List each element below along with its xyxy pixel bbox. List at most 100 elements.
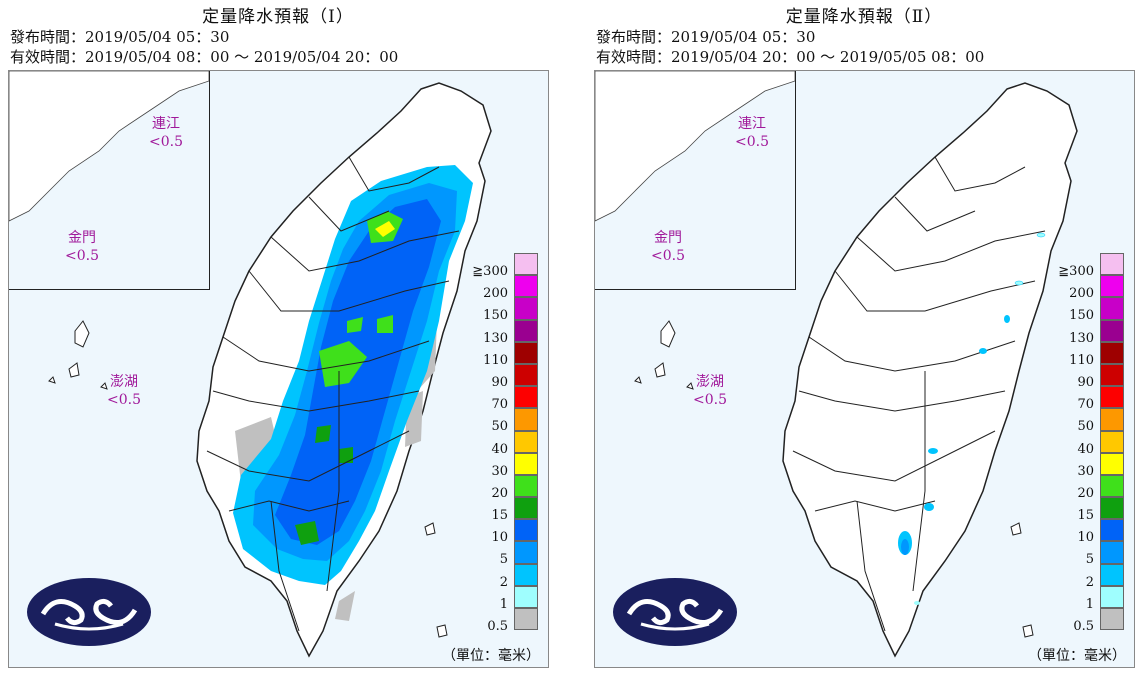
- legend-row: 15: [458, 497, 538, 523]
- legend-row: 10: [1044, 519, 1124, 545]
- legend-label: 110: [1069, 352, 1094, 368]
- legend-swatch: [514, 585, 538, 608]
- legend-label: 0.5: [487, 619, 508, 634]
- qpf-panel-1: 定量降水預報（Ⅰ） 發布時間：2019/05/04 05：30 有效時間：201…: [0, 0, 556, 682]
- county-borders: [792, 156, 1046, 632]
- legend-label: 1: [1085, 596, 1094, 612]
- legend-row: 30: [1044, 452, 1124, 479]
- lanyu-island: [1010, 522, 1022, 536]
- qpf-panel-2: 定量降水預報（Ⅱ） 發布時間：2019/05/04 05：30 有效時間：201…: [586, 0, 1142, 682]
- legend-row: 0.5: [1044, 608, 1124, 634]
- legend-row: 5: [1044, 541, 1124, 567]
- rain-15mm: [315, 425, 331, 443]
- rain-15mm: [377, 315, 393, 333]
- legend-label: 2: [1085, 574, 1094, 590]
- panel-title: 定量降水預報（Ⅰ）: [202, 7, 354, 27]
- rainfall-legend: ≧300 200 150 130 110 90 70 50 40 30 20 15 10 5 2 1 0.5: [1044, 253, 1124, 634]
- legend-row: 15: [1044, 497, 1124, 523]
- legend-swatch: [1100, 386, 1124, 409]
- cwb-logo-icon: [613, 578, 737, 646]
- kinmen-label: 金門 <0.5: [65, 230, 99, 264]
- legend-label: 20: [491, 485, 508, 501]
- legend-swatch: [514, 497, 538, 520]
- legend-row: 40: [458, 430, 538, 457]
- map-frame: 連江 <0.5 金門 <0.5 澎湖 <0.5 ≧300 200 150 130 110 90 7…: [8, 70, 549, 668]
- legend-row: 2: [458, 563, 538, 590]
- legend-swatch: [1100, 608, 1124, 631]
- legend-label: 150: [1069, 308, 1094, 324]
- panel-title: 定量降水預報（Ⅱ）: [785, 7, 943, 27]
- legend-row: 110: [1044, 341, 1124, 368]
- valid-time: 有效時間：2019/05/04 08：00 ～ 2019/05/04 20：00: [10, 48, 399, 66]
- issue-time: 發布時間：2019/05/04 05：30: [596, 28, 816, 46]
- legend-swatch: [1100, 253, 1124, 276]
- legend-swatch: [514, 541, 538, 564]
- legend-swatch: [514, 341, 538, 364]
- valid-time: 有效時間：2019/05/04 20：00 ～ 2019/05/05 08：00: [596, 48, 985, 66]
- green-island: [436, 624, 448, 638]
- legend-swatch: [1100, 341, 1124, 364]
- legend-label: 10: [491, 530, 508, 546]
- lienchiang-label: 連江 <0.5: [735, 116, 769, 150]
- legend-row: 110: [458, 341, 538, 368]
- legend-swatch: [1100, 363, 1124, 387]
- legend-swatch: [514, 563, 538, 586]
- offshore-inset: [594, 70, 796, 290]
- legend-row: 50: [1044, 408, 1124, 434]
- rain-10mm: [275, 199, 441, 545]
- legend-row: 70: [1044, 386, 1124, 412]
- cwb-logo-icon: [27, 578, 151, 646]
- legend-swatch: [514, 452, 538, 475]
- legend-row: 150: [1044, 297, 1124, 323]
- legend-row: 50: [458, 408, 538, 434]
- legend-row: 130: [1044, 319, 1124, 346]
- rainfall-legend: ≧300 200 150 130 110 90 70 50 40 30 20 15 10 5 2 1 0.5: [458, 253, 538, 634]
- penghu-islands: [634, 320, 694, 390]
- rain-15mm: [319, 341, 367, 387]
- offshore-inset: [8, 70, 210, 290]
- legend-label: 150: [483, 308, 508, 324]
- legend-swatch: [1100, 408, 1124, 431]
- legend-swatch: [1100, 430, 1124, 453]
- legend-row: 150: [458, 297, 538, 323]
- legend-swatch: [514, 408, 538, 431]
- mainland-coast: [8, 70, 210, 222]
- legend-label: 70: [491, 397, 508, 413]
- legend-label: 5: [1085, 552, 1094, 568]
- legend-row: 90: [1044, 363, 1124, 390]
- legend-row: 20: [1044, 474, 1124, 501]
- county-borders: [206, 156, 460, 632]
- legend-swatch: [1100, 474, 1124, 498]
- legend-label: 110: [483, 352, 508, 368]
- legend-label: 20: [1077, 485, 1094, 501]
- legend-swatch: [1100, 563, 1124, 586]
- legend-swatch: [514, 519, 538, 542]
- legend-row: 5: [458, 541, 538, 567]
- map-frame: 連江 <0.5 金門 <0.5 澎湖 <0.5 ≧300 200 150 130 110 90 7…: [594, 70, 1135, 668]
- legend-row: 130: [458, 319, 538, 346]
- legend-label: 40: [491, 441, 508, 457]
- legend-label: 40: [1077, 441, 1094, 457]
- taiwan-map: [634, 82, 1078, 658]
- unit-label: （單位：毫米）: [442, 648, 540, 664]
- legend-swatch: [1100, 497, 1124, 520]
- legend-label: 1: [499, 596, 508, 612]
- legend-label: 30: [491, 463, 508, 479]
- kinmen-label: 金門 <0.5: [651, 230, 685, 264]
- legend-swatch: [514, 430, 538, 453]
- legend-row: 10: [458, 519, 538, 545]
- legend-label: 130: [483, 330, 508, 346]
- legend-swatch: [514, 608, 538, 631]
- legend-swatch: [1100, 585, 1124, 608]
- rain-15mm: [295, 521, 319, 545]
- rain-15mm: [347, 317, 363, 333]
- legend-label: 10: [1077, 530, 1094, 546]
- taiwan-map: [48, 82, 492, 658]
- legend-swatch: [1100, 275, 1124, 298]
- lanyu-island: [424, 522, 436, 536]
- legend-row: 90: [458, 363, 538, 390]
- legend-label: 30: [1077, 463, 1094, 479]
- legend-row: 2: [1044, 563, 1124, 590]
- legend-swatch: [1100, 541, 1124, 564]
- legend-label: 50: [1077, 419, 1094, 435]
